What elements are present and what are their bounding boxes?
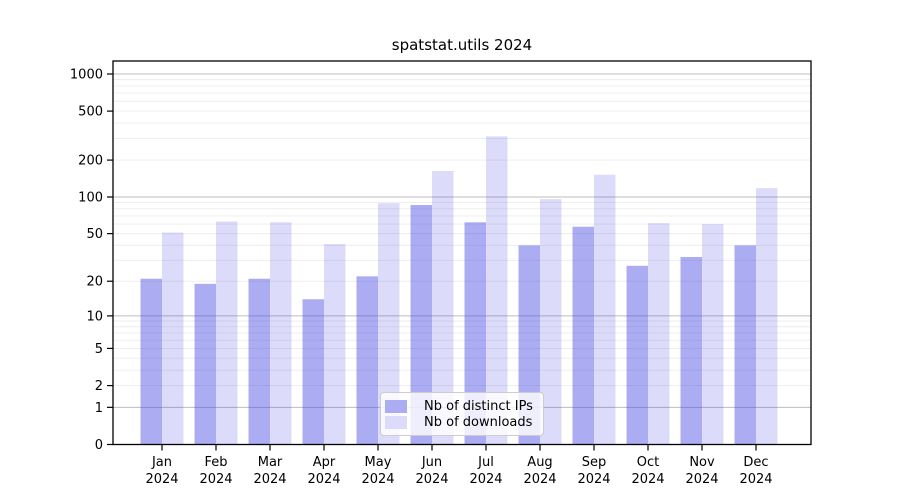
x-tick-label-month: Feb bbox=[204, 455, 227, 470]
bar-distinct-ips-dec bbox=[734, 245, 756, 445]
bar-distinct-ips-sep bbox=[572, 226, 594, 445]
x-tick-label-month: Jul bbox=[477, 455, 494, 470]
y-tick-label: 1000 bbox=[70, 67, 103, 82]
bar-distinct-ips-jun bbox=[410, 204, 432, 445]
x-tick-label-year: 2024 bbox=[415, 472, 448, 487]
bar-distinct-ips-mar bbox=[248, 278, 270, 445]
chart-title: spatstat.utils 2024 bbox=[391, 36, 533, 54]
plot-border bbox=[112, 60, 812, 446]
bar-distinct-ips-oct bbox=[626, 265, 648, 445]
y-tick-label: 200 bbox=[78, 154, 103, 169]
x-tick-label-year: 2024 bbox=[685, 472, 718, 487]
bar-distinct-ips-apr bbox=[302, 299, 324, 445]
y-tick-label: 50 bbox=[86, 227, 103, 242]
x-tick-label-year: 2024 bbox=[631, 472, 664, 487]
legend-label-downloads: Nb of downloads bbox=[424, 414, 533, 430]
legend-swatch-downloads bbox=[385, 415, 407, 429]
bar-downloads-may bbox=[378, 203, 400, 445]
bar-distinct-ips-jan bbox=[140, 278, 162, 445]
x-tick-label-year: 2024 bbox=[577, 472, 610, 487]
x-tick-label-month: Jan bbox=[151, 455, 172, 470]
x-tick-label-year: 2024 bbox=[739, 472, 772, 487]
y-tick-label: 500 bbox=[78, 105, 103, 120]
bar-downloads-dec bbox=[756, 188, 778, 445]
x-tick-label-month: Apr bbox=[313, 455, 336, 470]
y-tick-label: 5 bbox=[95, 342, 103, 357]
y-tick-label: 100 bbox=[78, 190, 103, 205]
y-tick-label: 0 bbox=[95, 438, 103, 453]
x-tick-label-month: Mar bbox=[258, 455, 283, 470]
bar-downloads-jan bbox=[162, 232, 184, 445]
legend-label-distinct-ips: Nb of distinct IPs bbox=[424, 398, 533, 414]
x-tick-label-month: Nov bbox=[689, 455, 715, 470]
x-tick-label-month: Oct bbox=[637, 455, 659, 470]
legend-item-downloads: Nb of downloads bbox=[385, 414, 535, 430]
legend: Nb of distinct IPs Nb of downloads bbox=[380, 392, 544, 436]
x-tick-label-month: May bbox=[365, 455, 392, 470]
x-tick-label-month: Aug bbox=[527, 455, 552, 470]
bar-downloads-jul bbox=[486, 136, 508, 445]
bar-downloads-apr bbox=[324, 244, 346, 445]
x-tick-label-year: 2024 bbox=[361, 472, 394, 487]
legend-item-distinct-ips: Nb of distinct IPs bbox=[385, 398, 535, 414]
legend-swatch-distinct-ips bbox=[385, 399, 407, 413]
x-tick-label-year: 2024 bbox=[523, 472, 556, 487]
x-tick-label-year: 2024 bbox=[307, 472, 340, 487]
y-tick-label: 10 bbox=[86, 309, 103, 324]
x-tick-label-month: Jun bbox=[421, 455, 442, 470]
y-tick-label: 1 bbox=[95, 401, 103, 416]
x-tick-label-year: 2024 bbox=[253, 472, 286, 487]
x-tick-label-month: Dec bbox=[743, 455, 768, 470]
bar-distinct-ips-may bbox=[356, 276, 378, 445]
bar-downloads-mar bbox=[270, 222, 292, 445]
x-tick-label-year: 2024 bbox=[145, 472, 178, 487]
bar-downloads-jun bbox=[432, 170, 454, 445]
bar-downloads-oct bbox=[648, 223, 670, 445]
y-tick-label: 20 bbox=[86, 275, 103, 290]
bar-distinct-ips-feb bbox=[194, 283, 216, 445]
y-tick-label: 2 bbox=[95, 379, 103, 394]
bar-distinct-ips-nov bbox=[680, 256, 702, 445]
bar-downloads-feb bbox=[216, 221, 238, 445]
x-tick-label-month: Sep bbox=[582, 455, 607, 470]
x-tick-label-year: 2024 bbox=[199, 472, 232, 487]
bar-downloads-nov bbox=[702, 224, 724, 445]
x-tick-label-year: 2024 bbox=[469, 472, 502, 487]
bar-downloads-aug bbox=[540, 199, 562, 445]
bar-downloads-sep bbox=[594, 174, 616, 445]
bar-distinct-ips-jul bbox=[464, 222, 486, 445]
